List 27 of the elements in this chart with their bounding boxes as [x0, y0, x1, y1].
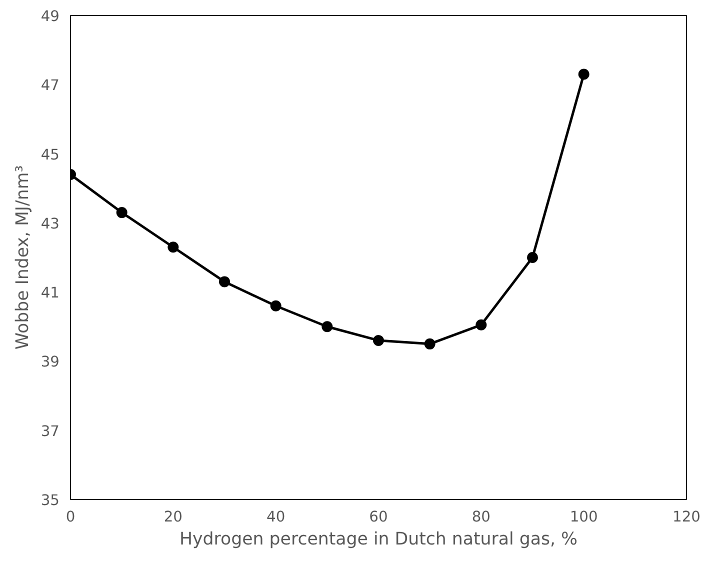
- point: [168, 242, 179, 253]
- y-tick-label: 35: [40, 492, 60, 509]
- point: [373, 334, 384, 346]
- x-tick-label: 120: [672, 508, 700, 526]
- y-tick-label: 45: [40, 146, 60, 164]
- point: [116, 207, 128, 218]
- point: [424, 338, 436, 350]
- x-tick-label: 80: [472, 508, 490, 526]
- point: [476, 319, 487, 330]
- y-tick-label: 49: [40, 8, 60, 25]
- point: [578, 68, 590, 80]
- point: [322, 321, 333, 332]
- y-tick-label: 39: [40, 354, 60, 371]
- point: [527, 252, 538, 263]
- y-tick-label: 43: [40, 215, 60, 232]
- point: [270, 300, 282, 312]
- x-tick-label: 0: [66, 508, 76, 526]
- x-tick-label: 20: [164, 508, 182, 526]
- x-axis-title: Hydrogen percentage in Dutch natural gas, %: [180, 530, 578, 550]
- y-tick-label: 41: [40, 284, 60, 302]
- point: [219, 276, 230, 288]
- y-axis-title: Wobbe Index, MJ/nm³: [12, 165, 33, 350]
- x-tick-label: 40: [266, 508, 286, 526]
- x-tick-label: 100: [570, 508, 598, 526]
- y-tick-label: 47: [40, 77, 60, 94]
- y-tick-label: 37: [40, 422, 60, 440]
- x-tick-label: 60: [369, 508, 388, 526]
